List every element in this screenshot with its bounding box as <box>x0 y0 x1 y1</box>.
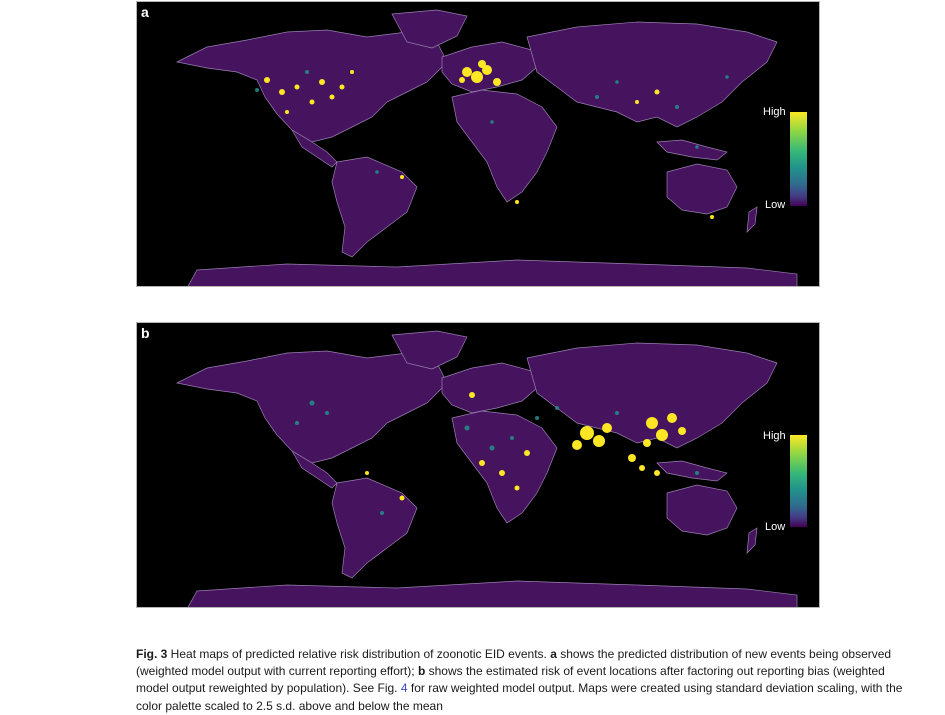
figure-label: Fig. 3 <box>136 647 168 661</box>
panel-letter-a: a <box>141 4 149 20</box>
world-map-b <box>175 330 798 607</box>
legend-high-label-a: High <box>763 106 786 118</box>
caption-text-4: for raw weighted model output. Maps were… <box>136 681 903 713</box>
legend-low-label-b: Low <box>765 521 786 533</box>
figure-reference-link[interactable]: 4 <box>400 681 408 696</box>
caption-text-2: shows the predicted distribution of new … <box>136 647 892 679</box>
figure-caption: Fig. 3 Heat maps of predicted relative r… <box>136 646 906 715</box>
caption-text-1: Heat maps of predicted relative risk dis… <box>167 647 551 661</box>
caption-panel-a-ref: a <box>550 647 557 661</box>
legend-high-label-b: High <box>763 430 786 442</box>
caption-text-3: shows the estimated risk of event locati… <box>136 664 885 696</box>
world-map-a <box>175 9 798 286</box>
map-panel-b: b High Low <box>136 322 820 608</box>
legend-low-label-a: Low <box>765 199 786 211</box>
legend-colorbar-b <box>790 435 807 527</box>
caption-panel-b-ref: b <box>417 664 426 679</box>
legend-colorbar-a <box>790 112 807 206</box>
panel-letter-b: b <box>141 325 150 341</box>
map-panel-a: a High Low <box>136 1 820 287</box>
